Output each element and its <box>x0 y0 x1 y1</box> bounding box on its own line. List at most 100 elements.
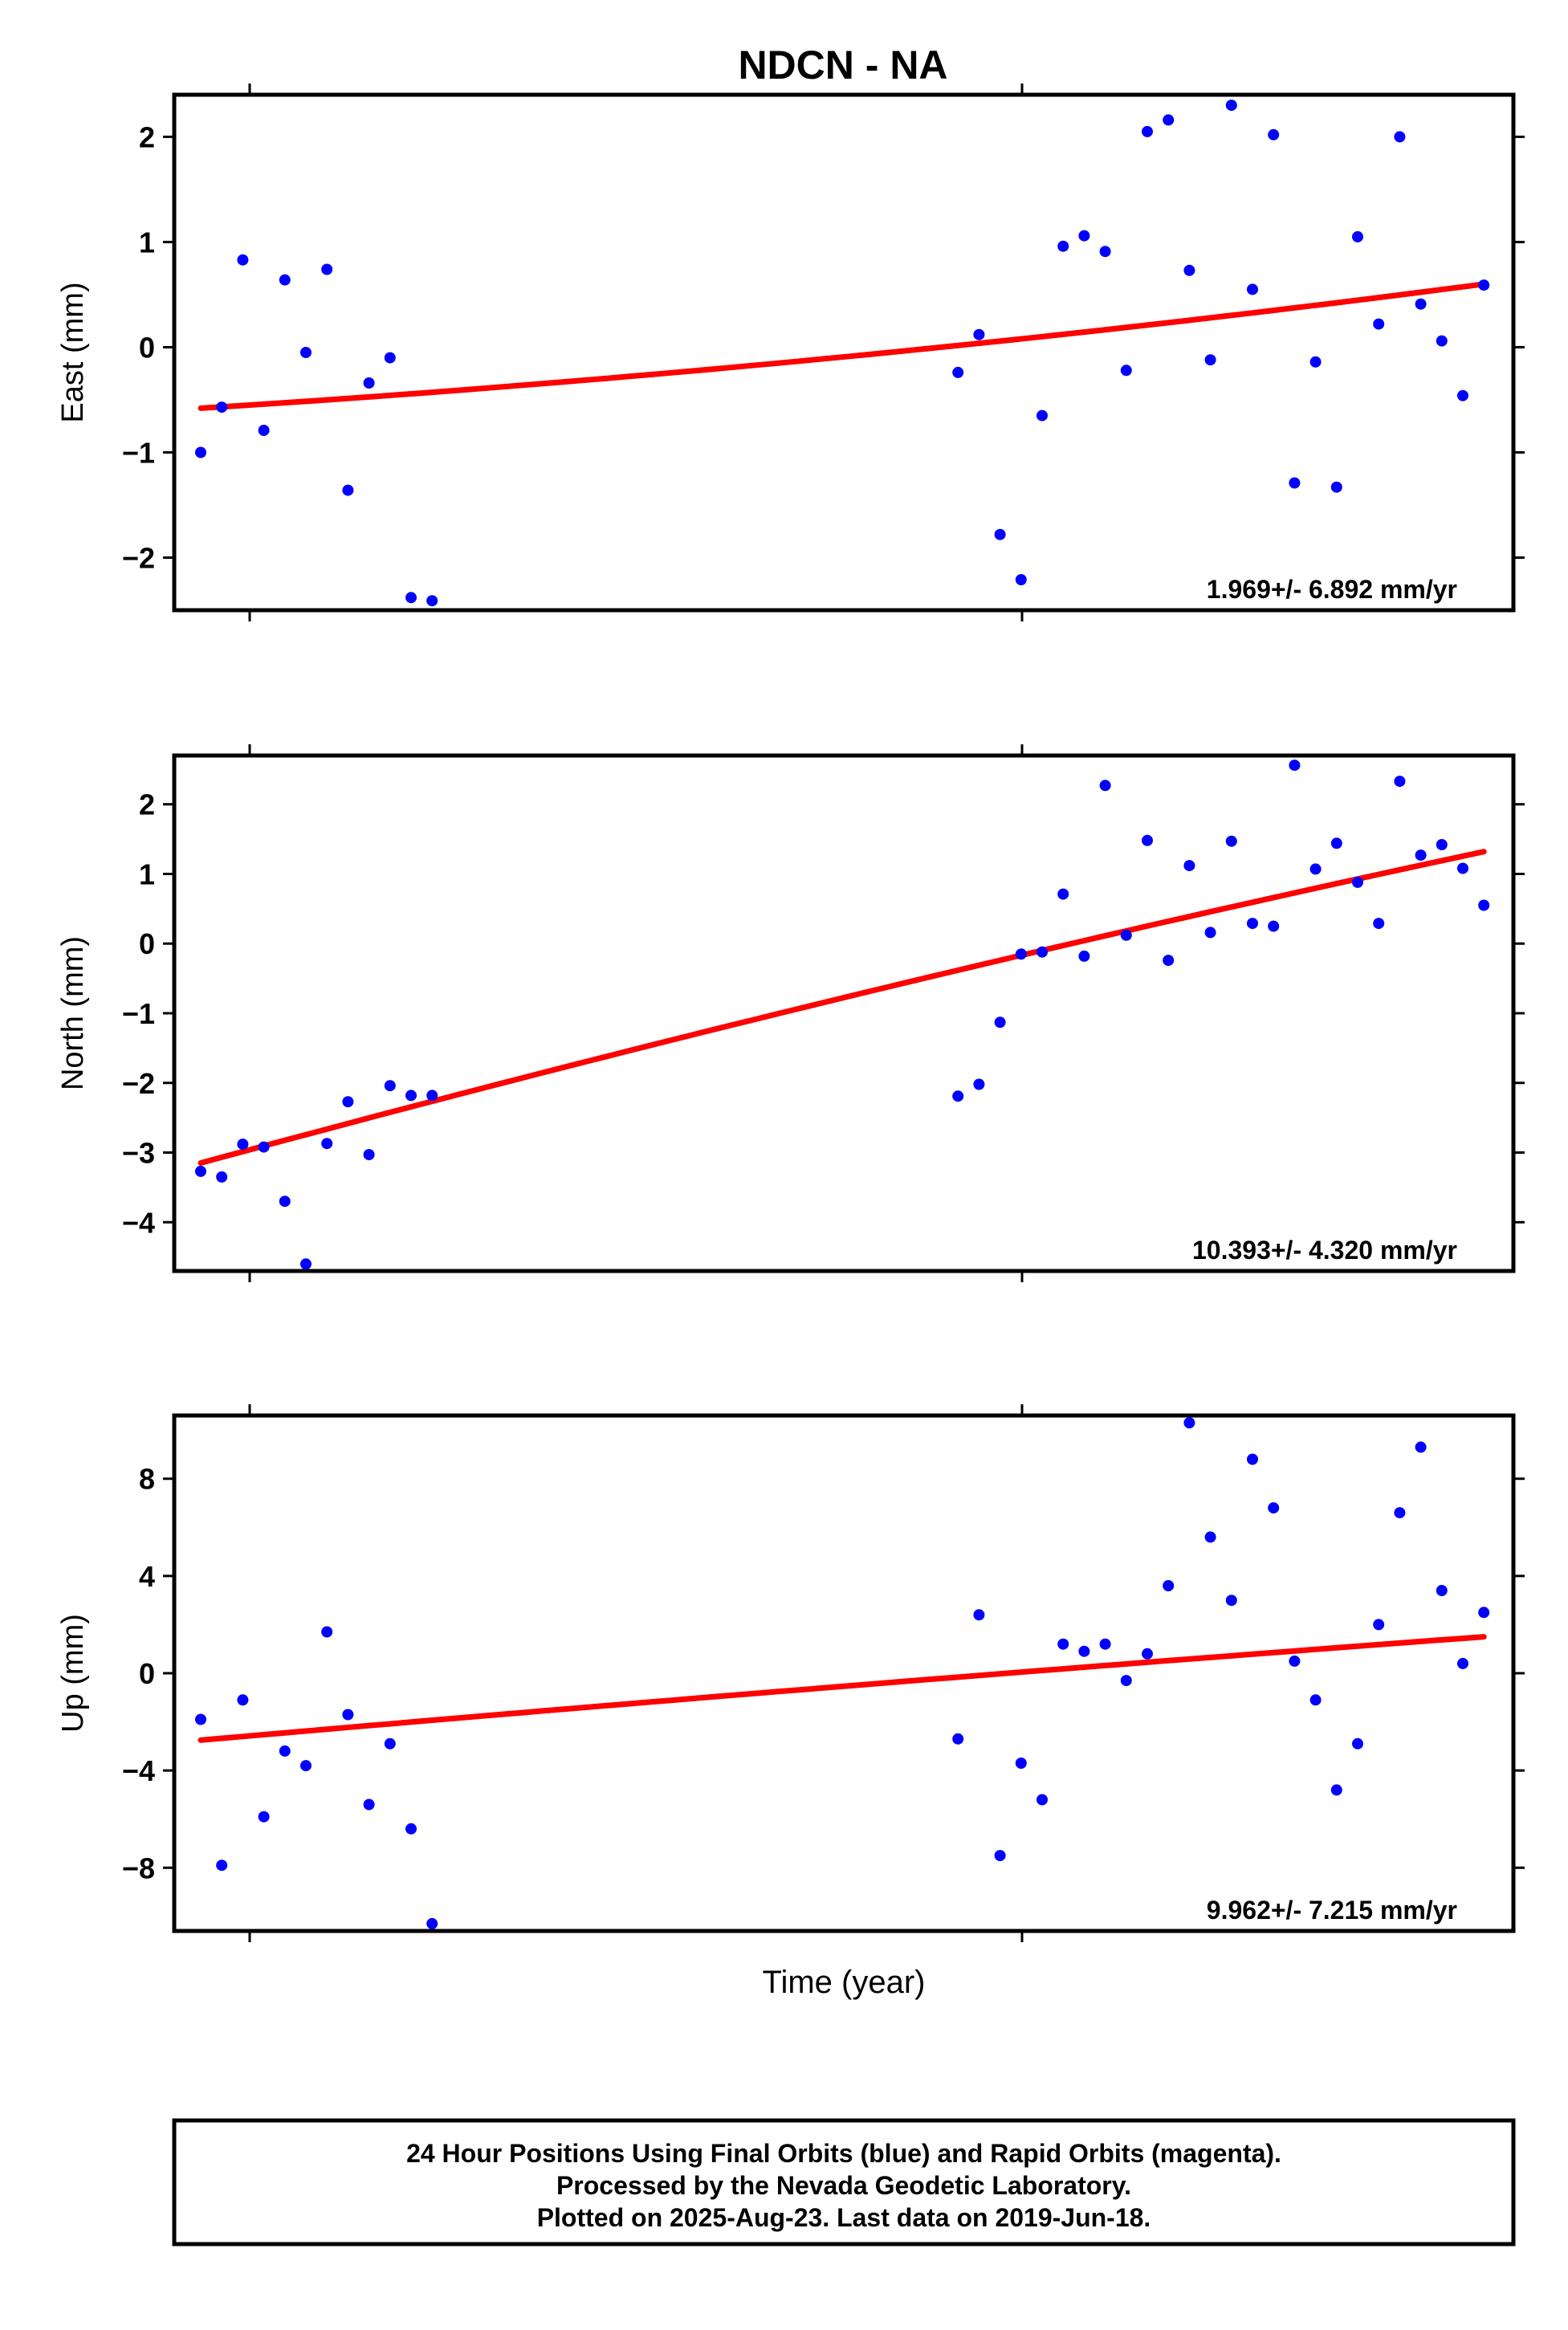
east-data-point <box>1352 230 1363 242</box>
north-trend-line <box>198 849 1487 1166</box>
east-data-point <box>1373 318 1385 330</box>
up-rate-label: 9.962+/- 7.215 mm/yr <box>1207 1896 1457 1925</box>
east-data-point <box>1309 356 1322 368</box>
east-ytick-label: −1 <box>122 436 155 469</box>
footer-line-3: Plotted on 2025-Aug-23. Last data on 201… <box>537 2203 1151 2232</box>
up-data-point <box>1204 1531 1216 1543</box>
up-ytick-label: −4 <box>122 1754 155 1787</box>
east-data-point <box>237 254 249 266</box>
east-data-point <box>195 446 206 458</box>
north-ytick-label: −2 <box>122 1067 155 1100</box>
up-data-point <box>1225 1595 1237 1607</box>
east-data-point <box>1394 131 1406 143</box>
east-data-point <box>1204 354 1216 366</box>
north-data-point <box>1015 948 1027 960</box>
north-data-point <box>973 1078 985 1090</box>
up-data-point <box>994 1850 1006 1862</box>
east-data-point <box>1478 279 1490 291</box>
up-data-point <box>237 1694 249 1706</box>
up-data-point <box>1057 1638 1069 1650</box>
north-ytick-label: −4 <box>122 1206 155 1239</box>
east-data-point <box>426 595 438 607</box>
east-data-point <box>1330 481 1342 493</box>
east-data-point <box>973 328 985 340</box>
up-trend-line <box>198 1634 1487 1743</box>
north-data-point <box>1352 876 1363 888</box>
up-plot-frame <box>172 1413 1516 1933</box>
north-data-point <box>1204 927 1216 939</box>
east-data-point <box>1015 574 1027 585</box>
east-ytick-label: 1 <box>139 226 155 259</box>
north-data-point <box>1163 955 1175 967</box>
north-data-point <box>1268 920 1280 932</box>
north-data-point <box>363 1149 375 1161</box>
east-data-point <box>994 528 1006 540</box>
north-data-point <box>1078 950 1090 962</box>
north-data-point <box>1247 918 1258 930</box>
up-data-point <box>342 1709 354 1721</box>
up-y-axis-label: Up (mm) <box>56 1614 90 1733</box>
east-data-point <box>1436 335 1448 347</box>
up-data-point <box>1099 1638 1111 1650</box>
north-data-point <box>384 1080 396 1092</box>
chart-title: NDCN - NA <box>738 43 947 88</box>
up-ytick-label: −8 <box>122 1851 155 1884</box>
up-data-point <box>1247 1453 1258 1465</box>
north-ytick-label: 2 <box>139 788 155 821</box>
east-data-point <box>1247 283 1258 295</box>
north-data-point <box>426 1090 438 1102</box>
east-data-point <box>1289 477 1301 489</box>
north-data-point <box>342 1096 354 1108</box>
north-rate-label: 10.393+/- 4.320 mm/yr <box>1192 1236 1457 1265</box>
east-data-point <box>1183 264 1195 276</box>
north-data-point <box>279 1196 291 1208</box>
up-data-point <box>426 1917 438 1929</box>
up-data-point <box>384 1737 396 1750</box>
east-data-point <box>1099 246 1111 258</box>
north-ytick-label: −1 <box>122 997 155 1030</box>
x-axis-label: Time (year) <box>763 1965 926 2000</box>
east-rate-label: 1.969+/- 6.892 mm/yr <box>1207 575 1457 604</box>
up-data-point <box>1330 1784 1342 1796</box>
east-data-point <box>1120 365 1132 377</box>
up-data-point <box>1183 1417 1195 1429</box>
up-points <box>195 1417 1490 1929</box>
up-data-point <box>1268 1502 1280 1514</box>
east-data-point <box>321 263 333 275</box>
up-data-point <box>1415 1441 1427 1453</box>
up-data-point <box>1015 1758 1027 1769</box>
north-data-point <box>1330 837 1342 849</box>
north-data-point <box>237 1139 249 1151</box>
east-points <box>195 100 1490 607</box>
up-data-point <box>1394 1507 1406 1519</box>
north-data-point <box>1309 863 1322 875</box>
north-data-point <box>321 1138 333 1150</box>
up-data-point <box>216 1860 228 1872</box>
north-ytick-label: 0 <box>139 927 155 960</box>
east-data-point <box>216 401 228 413</box>
footer-line-1: 24 Hour Positions Using Final Orbits (bl… <box>406 2139 1281 2168</box>
up-data-point <box>1289 1655 1301 1667</box>
up-ytick-label: 4 <box>139 1560 155 1593</box>
north-data-point <box>300 1258 312 1270</box>
up-ytick-label: 0 <box>139 1657 155 1690</box>
north-panel: North (mm) 2 1 0 −1 −2 −3 −4 10.393+/- 4.320 m… <box>56 744 1525 1282</box>
east-trend-line <box>198 281 1487 411</box>
north-data-point <box>952 1090 964 1102</box>
footer-line-2: Processed by the Nevada Geodetic Laborat… <box>556 2171 1131 2200</box>
up-data-point <box>321 1626 333 1638</box>
north-data-point <box>1436 839 1448 850</box>
up-data-point <box>195 1713 206 1725</box>
north-data-point <box>195 1165 206 1177</box>
north-points <box>195 760 1490 1270</box>
north-data-point <box>216 1171 228 1183</box>
east-data-point <box>1415 298 1427 310</box>
up-data-point <box>405 1823 417 1835</box>
north-data-point <box>405 1090 417 1102</box>
east-y-axis-label: East (mm) <box>56 282 90 422</box>
footer-box: 24 Hour Positions Using Final Orbits (bl… <box>172 2118 1516 2246</box>
north-data-point <box>1373 918 1385 930</box>
up-data-point <box>300 1760 312 1772</box>
up-data-point <box>1163 1580 1175 1591</box>
up-ticks: 8 4 0 −4 −8 <box>122 1404 1525 1942</box>
